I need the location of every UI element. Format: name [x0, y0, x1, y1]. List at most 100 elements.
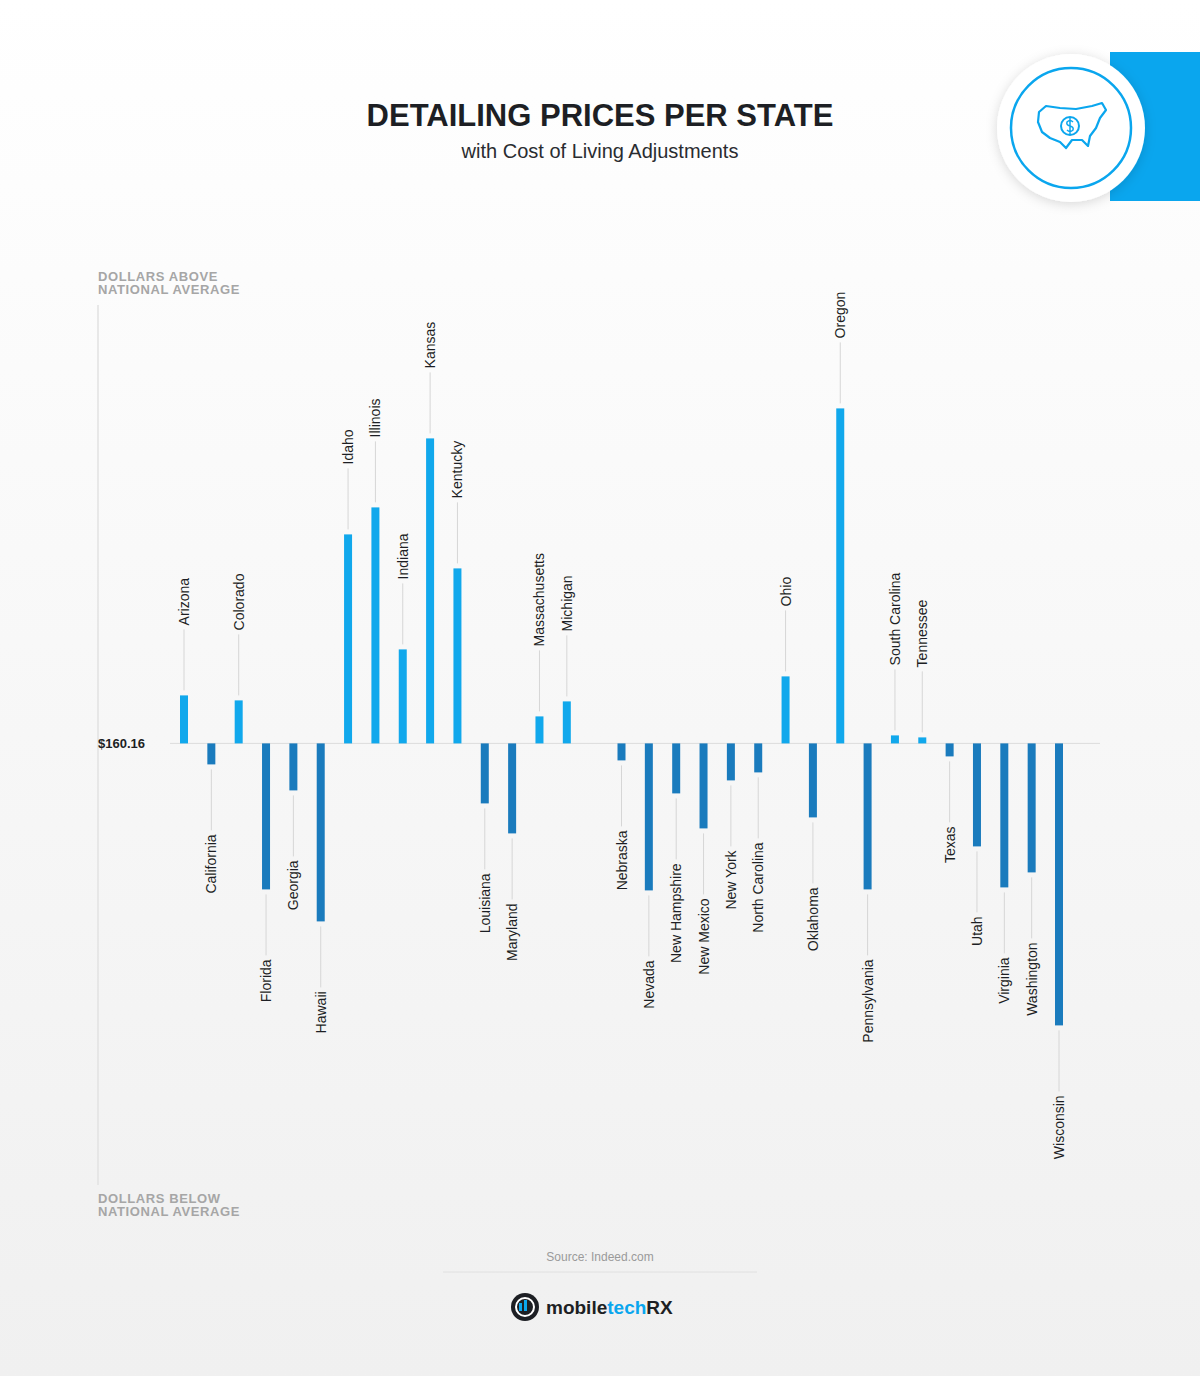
- category-label: Ohio: [778, 577, 794, 607]
- leader-line: [976, 851, 977, 912]
- leader-line: [320, 926, 321, 987]
- bar: [891, 735, 899, 743]
- leader-line: [812, 822, 813, 883]
- leader-line: [1004, 892, 1005, 953]
- category-label: Oklahoma: [805, 887, 821, 951]
- leader-line: [785, 610, 786, 671]
- logo-wheel: [516, 1298, 534, 1316]
- bar: [672, 743, 680, 793]
- category-label: New Mexico: [696, 898, 712, 974]
- icon-dollar: [1067, 117, 1073, 135]
- leader-line: [730, 785, 731, 846]
- category-label: Maryland: [504, 903, 520, 961]
- baseline: [170, 743, 1100, 744]
- icon-coin: [1061, 117, 1079, 135]
- category-label: Florida: [258, 959, 274, 1002]
- icon-circle: [997, 54, 1145, 202]
- category-label: Wisconsin: [1051, 1095, 1067, 1159]
- category-label: Pennsylvania: [860, 959, 876, 1042]
- leader-line: [430, 372, 431, 433]
- leader-line: [266, 894, 267, 955]
- bar: [426, 438, 434, 743]
- bar: [782, 676, 790, 743]
- category-label: Georgia: [285, 860, 301, 910]
- category-label: Virginia: [996, 957, 1012, 1004]
- leader-line: [293, 795, 294, 856]
- y-tick-label: $160.16: [98, 736, 145, 751]
- bar: [262, 743, 270, 889]
- category-label: Colorado: [231, 573, 247, 630]
- bar: [399, 649, 407, 743]
- bar: [180, 695, 188, 743]
- brand-part: mobile: [546, 1297, 607, 1318]
- axis-label-below: NATIONAL AVERAGE: [98, 1204, 240, 1219]
- bar: [946, 743, 954, 756]
- leader-line: [375, 441, 376, 502]
- leader-line: [238, 634, 239, 695]
- leader-line: [1031, 877, 1032, 938]
- category-label: Texas: [942, 826, 958, 863]
- leader-line: [894, 669, 895, 730]
- bar: [207, 743, 215, 764]
- chart: DETAILING PRICES PER STATEwith Cost of L…: [0, 0, 1200, 1376]
- category-label: Louisiana: [477, 873, 493, 933]
- category-label: South Carolina: [887, 573, 903, 666]
- bar: [453, 568, 461, 743]
- brand-part: RX: [646, 1297, 673, 1318]
- category-label: Nevada: [641, 960, 657, 1008]
- category-label: Massachusetts: [531, 553, 547, 646]
- leader-line: [840, 342, 841, 403]
- leader-line: [867, 894, 868, 955]
- category-label: Indiana: [395, 533, 411, 579]
- logo-bar: [519, 1303, 522, 1311]
- category-label: Arizona: [176, 578, 192, 626]
- bars: [180, 408, 1063, 1025]
- leader-line: [648, 895, 649, 956]
- bar: [371, 507, 379, 743]
- leader-line: [184, 629, 185, 690]
- bar: [973, 743, 981, 846]
- logo-bar: [524, 1300, 527, 1311]
- bar: [618, 743, 626, 760]
- category-label: New Hampshire: [668, 863, 684, 963]
- category-label: Illinois: [367, 398, 383, 437]
- footer-rule: [443, 1272, 757, 1273]
- category-label: New York: [723, 849, 739, 909]
- bar: [563, 701, 571, 743]
- leader-line: [512, 838, 513, 899]
- leader-line: [703, 833, 704, 894]
- bar: [754, 743, 762, 772]
- leader-line: [539, 650, 540, 711]
- labels: ArizonaCaliforniaColoradoFloridaGeorgiaH…: [176, 292, 1067, 1160]
- bar: [289, 743, 297, 790]
- bar: [809, 743, 817, 817]
- brand: mobiletechRX: [546, 1297, 673, 1318]
- leader-line: [758, 777, 759, 838]
- leader-line: [457, 502, 458, 563]
- category-label: Tennessee: [914, 599, 930, 667]
- category-label: Washington: [1024, 942, 1040, 1015]
- category-label: Kansas: [422, 322, 438, 369]
- category-label: Utah: [969, 916, 985, 946]
- icon-map: [1038, 103, 1106, 148]
- bar: [836, 408, 844, 743]
- bar: [508, 743, 516, 833]
- source: Source: Indeed.com: [546, 1250, 653, 1264]
- bar: [317, 743, 325, 921]
- bar: [864, 743, 872, 889]
- leader-line: [949, 761, 950, 822]
- bar: [1000, 743, 1008, 887]
- leader-line: [676, 798, 677, 859]
- bar: [727, 743, 735, 780]
- category-label: North Carolina: [750, 842, 766, 932]
- icon-ring: [1011, 68, 1131, 188]
- axis-label-above: NATIONAL AVERAGE: [98, 282, 240, 297]
- bar: [1055, 743, 1063, 1025]
- logo-mark: [511, 1293, 539, 1321]
- category-label: Nebraska: [614, 830, 630, 890]
- brand-part: tech: [607, 1297, 646, 1318]
- leader-line: [402, 583, 403, 644]
- bar: [344, 534, 352, 743]
- bar: [1028, 743, 1036, 872]
- bar: [918, 737, 926, 743]
